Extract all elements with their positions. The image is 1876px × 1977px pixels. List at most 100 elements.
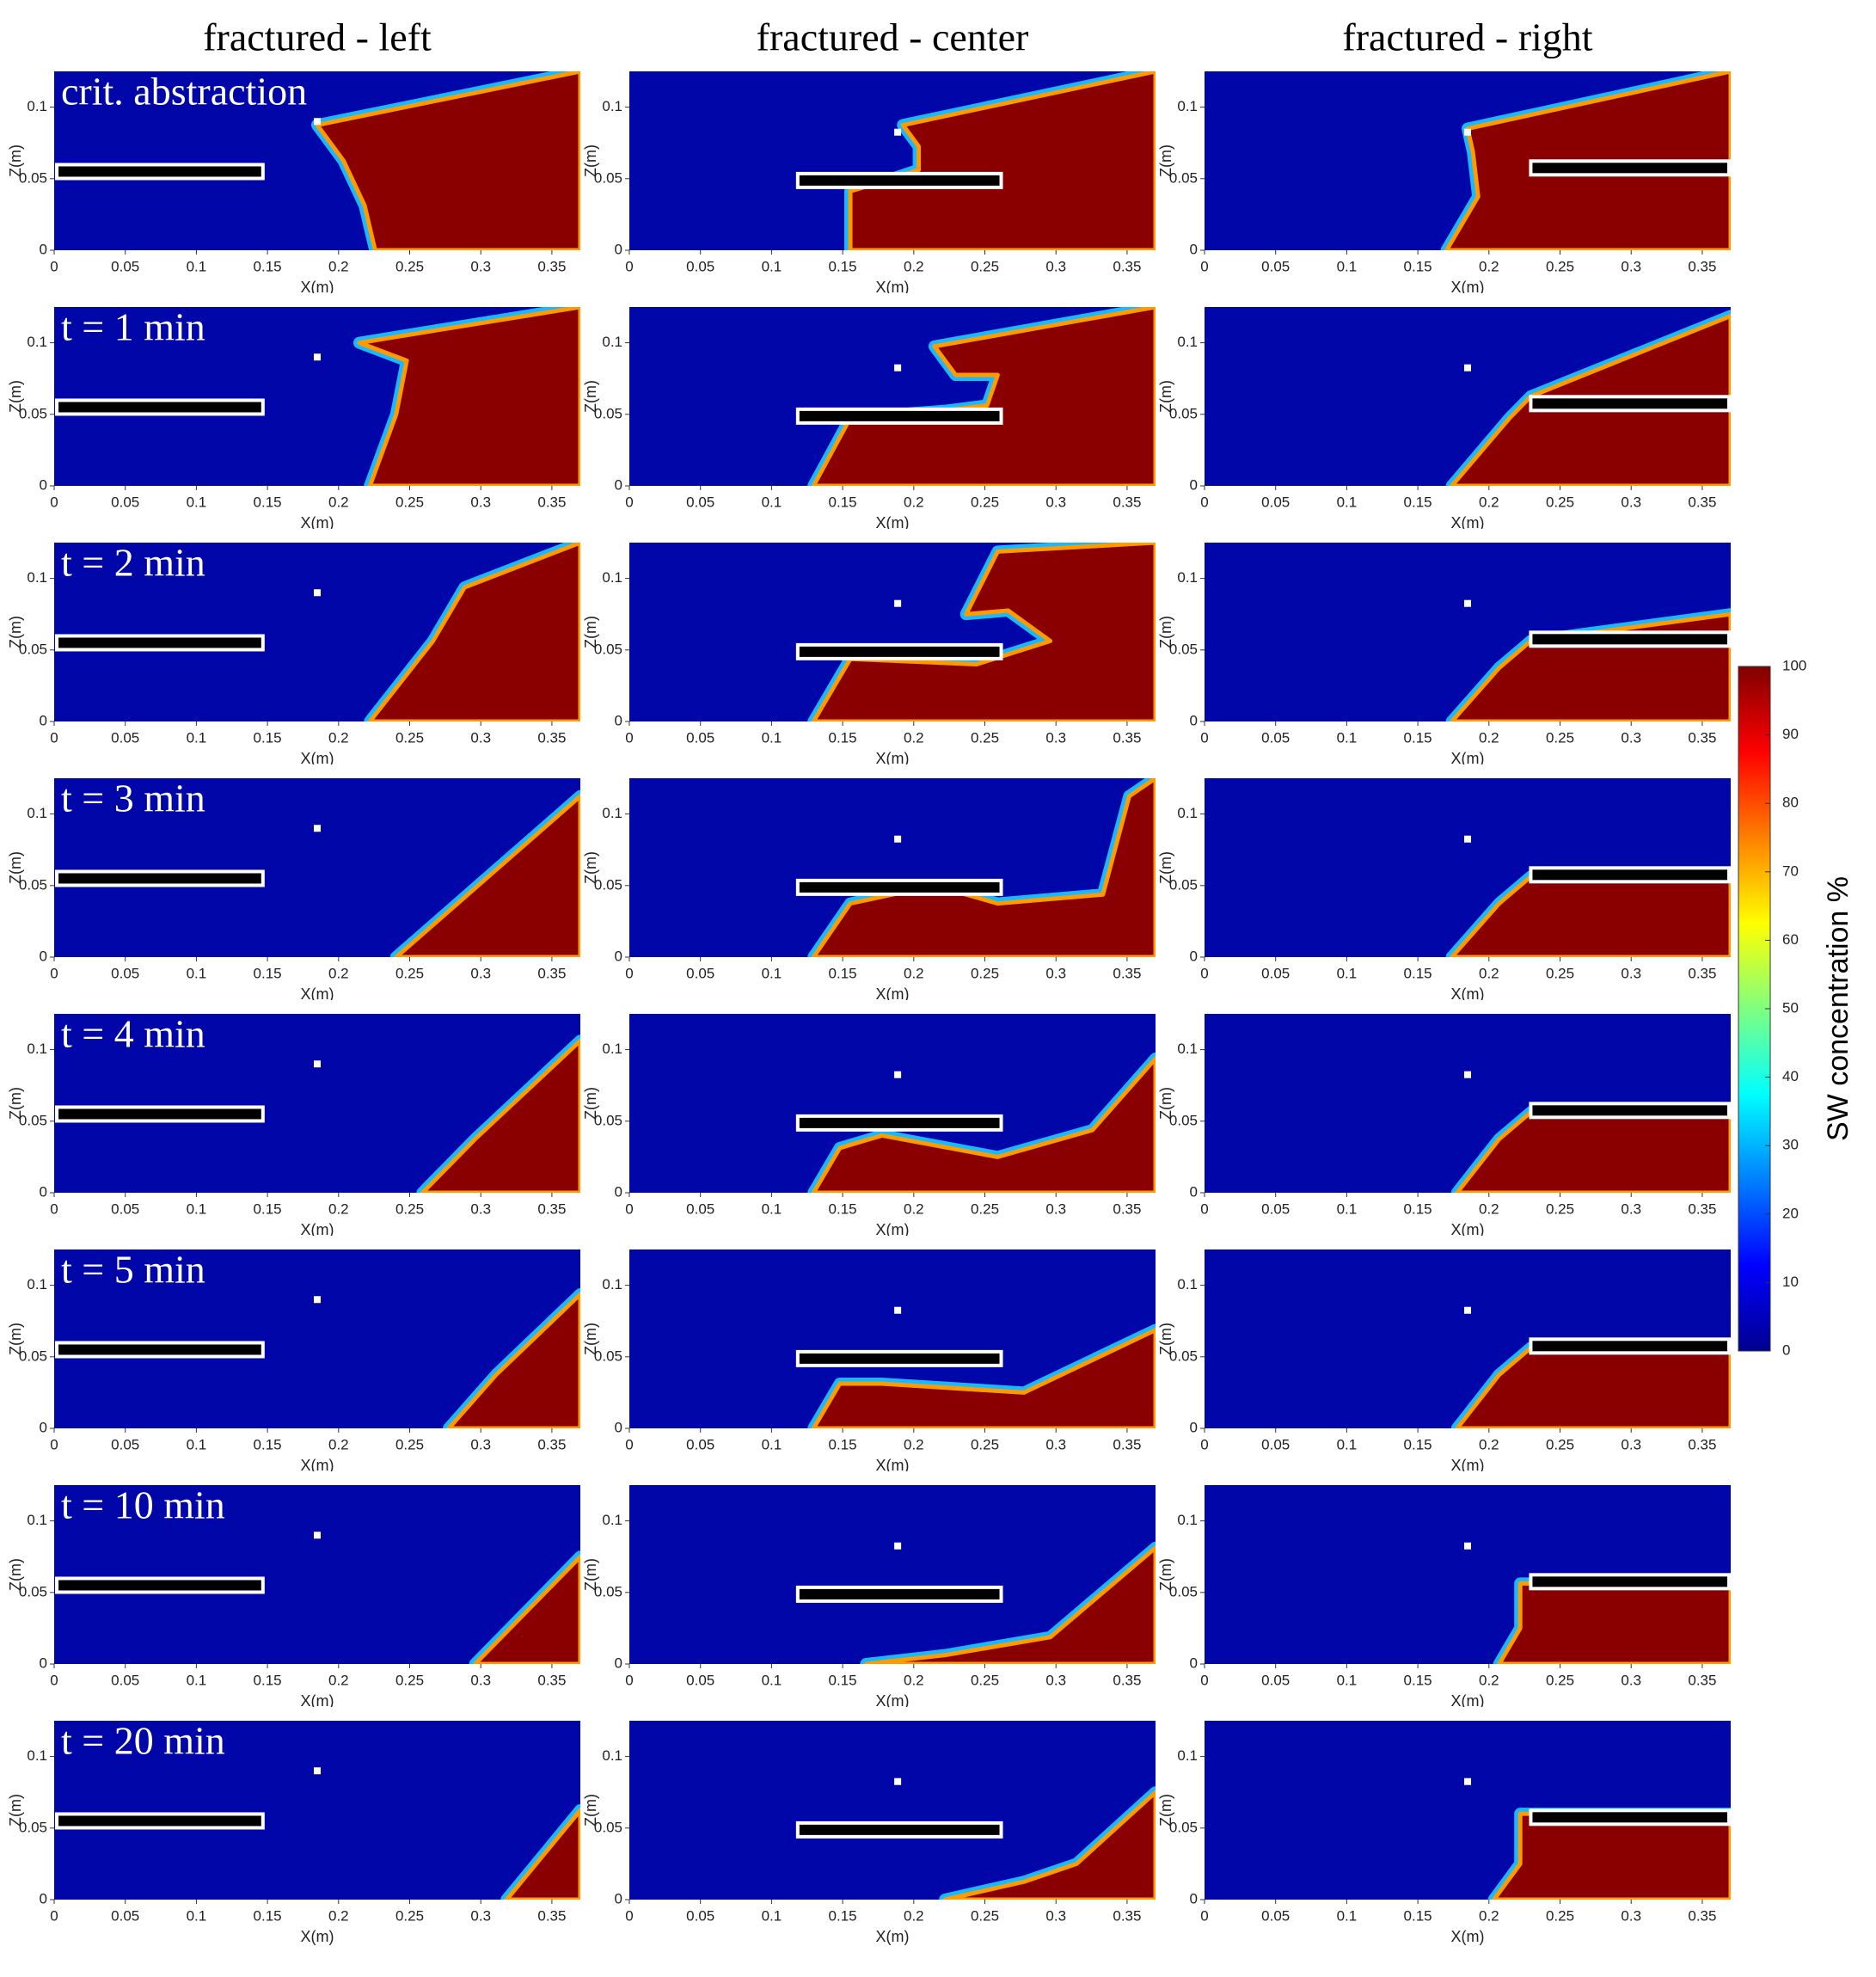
x-tick-label: 0.1 bbox=[762, 1672, 782, 1688]
x-tick-label: 0.1 bbox=[1337, 729, 1358, 746]
x-tick-label: 0.35 bbox=[1688, 1672, 1716, 1688]
x-tick-label: 0.05 bbox=[111, 494, 139, 510]
x-tick-label: 0.05 bbox=[111, 1200, 139, 1217]
y-tick-label: 0.05 bbox=[19, 641, 47, 657]
x-tick-label: 0.35 bbox=[1688, 258, 1716, 274]
x-tick-label: 0.35 bbox=[537, 1200, 566, 1217]
x-tick-label: 0.35 bbox=[537, 1436, 566, 1452]
well bbox=[55, 1576, 265, 1594]
x-axis-label: X(m) bbox=[301, 1928, 334, 1945]
y-tick-label: 0 bbox=[1190, 1419, 1198, 1435]
panel-clip-border bbox=[616, 1236, 1169, 1442]
x-tick-label: 0.15 bbox=[1404, 1200, 1432, 1217]
well bbox=[55, 869, 265, 887]
observation-point bbox=[894, 1542, 902, 1550]
y-tick-label: 0.05 bbox=[19, 1112, 47, 1128]
x-tick-label: 0.2 bbox=[1479, 1200, 1499, 1217]
x-axis-label: X(m) bbox=[301, 514, 334, 531]
x-tick-label: 0.1 bbox=[762, 258, 782, 274]
x-tick-label: 0.35 bbox=[537, 1672, 566, 1688]
row-label: t = 4 min bbox=[61, 1012, 205, 1056]
colorbar-tick-label: 50 bbox=[1782, 999, 1799, 1016]
x-tick-label: 0 bbox=[625, 965, 633, 981]
y-tick-label: 0.1 bbox=[27, 98, 47, 114]
x-tick-label: 0.2 bbox=[904, 494, 924, 510]
y-tick-label: 0.1 bbox=[602, 805, 622, 821]
x-tick-label: 0.1 bbox=[187, 729, 207, 746]
y-tick-label: 0 bbox=[40, 1655, 47, 1671]
x-tick-label: 0.35 bbox=[1113, 965, 1141, 981]
y-tick-label: 0.05 bbox=[1169, 405, 1198, 421]
panel-clip-border bbox=[1191, 1000, 1744, 1206]
x-tick-label: 0.15 bbox=[1404, 494, 1432, 510]
field-background bbox=[54, 1485, 580, 1664]
row-label: t = 3 min bbox=[61, 777, 205, 820]
x-tick-label: 0.25 bbox=[1546, 1672, 1574, 1688]
observation-point bbox=[894, 364, 902, 371]
y-tick-label: 0.05 bbox=[19, 1583, 47, 1599]
x-tick-label: 0.1 bbox=[1337, 258, 1358, 274]
y-tick-label: 0.05 bbox=[1169, 1583, 1198, 1599]
y-tick-label: 0 bbox=[1190, 1183, 1198, 1200]
x-tick-label: 0.2 bbox=[328, 965, 349, 981]
y-axis-label: Z(m) bbox=[582, 1087, 599, 1120]
x-tick-label: 0.35 bbox=[537, 494, 566, 510]
y-tick-label: 0 bbox=[615, 948, 622, 964]
x-tick-label: 0.2 bbox=[904, 1200, 924, 1217]
colorbar-tick-label: 70 bbox=[1782, 863, 1799, 879]
x-tick-label: 0.1 bbox=[187, 1200, 207, 1217]
y-tick-label: 0.05 bbox=[19, 405, 47, 421]
x-tick-label: 0.3 bbox=[1045, 1672, 1066, 1688]
x-tick-label: 0.3 bbox=[1045, 965, 1066, 981]
y-axis-label: Z(m) bbox=[1157, 1794, 1174, 1827]
x-tick-label: 0.25 bbox=[971, 729, 999, 746]
y-tick-label: 0.1 bbox=[27, 1276, 47, 1292]
well bbox=[1529, 1808, 1731, 1827]
x-tick-label: 0.15 bbox=[254, 1907, 282, 1924]
observation-point bbox=[1464, 1542, 1471, 1550]
x-tick-label: 0.15 bbox=[254, 965, 282, 981]
x-tick-label: 0.1 bbox=[187, 1907, 207, 1924]
x-tick-label: 0.35 bbox=[537, 965, 566, 981]
x-tick-label: 0.2 bbox=[1479, 729, 1499, 746]
well bbox=[55, 1341, 265, 1359]
x-axis-label: X(m) bbox=[876, 514, 910, 531]
y-tick-label: 0 bbox=[1190, 948, 1198, 964]
observation-point bbox=[314, 1060, 321, 1068]
y-tick-label: 0.05 bbox=[594, 641, 622, 657]
well bbox=[1529, 630, 1731, 648]
row-label: t = 1 min bbox=[61, 305, 205, 349]
y-tick-label: 0 bbox=[40, 1890, 47, 1906]
colorbar-tick-label: 20 bbox=[1782, 1205, 1799, 1221]
y-tick-label: 0.05 bbox=[1169, 641, 1198, 657]
observation-point bbox=[1464, 599, 1471, 607]
panel-clip-border bbox=[616, 58, 1169, 264]
colorbar-tick-label: 80 bbox=[1782, 795, 1799, 811]
x-tick-label: 0 bbox=[1200, 1907, 1208, 1924]
x-tick-label: 0.3 bbox=[1621, 1907, 1641, 1924]
y-tick-label: 0.1 bbox=[27, 1747, 47, 1764]
column-title: fractured - center bbox=[757, 15, 1029, 59]
x-tick-label: 0.2 bbox=[328, 1200, 349, 1217]
x-tick-label: 0.1 bbox=[187, 1672, 207, 1688]
x-axis-label: X(m) bbox=[1451, 750, 1485, 767]
y-tick-label: 0 bbox=[1190, 1655, 1198, 1671]
y-tick-label: 0.1 bbox=[1177, 98, 1198, 114]
x-tick-label: 0.05 bbox=[1261, 1672, 1290, 1688]
y-axis-label: Z(m) bbox=[7, 1087, 24, 1120]
row-label: t = 2 min bbox=[61, 541, 205, 585]
x-tick-label: 0.15 bbox=[1404, 729, 1432, 746]
x-tick-label: 0.15 bbox=[829, 1907, 857, 1924]
y-axis-label: Z(m) bbox=[582, 380, 599, 413]
y-tick-label: 0.1 bbox=[27, 334, 47, 350]
y-tick-label: 0 bbox=[1190, 1890, 1198, 1906]
x-tick-label: 0 bbox=[625, 1200, 633, 1217]
x-tick-label: 0 bbox=[625, 729, 633, 746]
y-tick-label: 0.05 bbox=[594, 1819, 622, 1835]
x-tick-label: 0.25 bbox=[1546, 1200, 1574, 1217]
well bbox=[1529, 866, 1731, 884]
y-axis-label: Z(m) bbox=[582, 1558, 599, 1591]
x-tick-label: 0.05 bbox=[1261, 1436, 1290, 1452]
x-tick-label: 0.05 bbox=[686, 1672, 714, 1688]
